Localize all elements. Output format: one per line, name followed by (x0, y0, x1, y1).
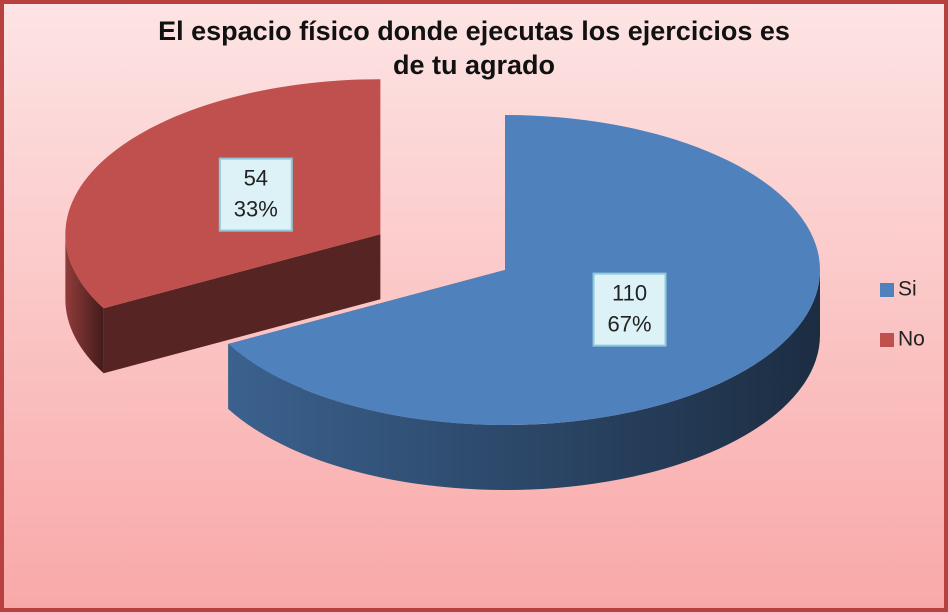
slice-cut-face (103, 234, 381, 374)
legend-swatch (880, 333, 894, 347)
legend-label: Si (898, 278, 917, 301)
title-box: El espacio físico donde ejecutas los eje… (158, 16, 790, 80)
data-label-value: 54 (244, 165, 268, 190)
chart-title: El espacio físico donde ejecutas los eje… (158, 16, 790, 80)
data-label-box (218, 157, 293, 232)
data-label-box (592, 272, 667, 347)
slice-wall (65, 234, 104, 374)
legend-label: No (898, 328, 925, 351)
data-label-percent: 67% (608, 311, 652, 336)
slice-top (228, 115, 820, 426)
data-label-percent: 33% (234, 196, 278, 221)
legend-swatch (880, 283, 894, 297)
pie-slice (228, 115, 820, 491)
data-label-value: 110 (612, 280, 647, 305)
slice-wall (228, 270, 820, 491)
